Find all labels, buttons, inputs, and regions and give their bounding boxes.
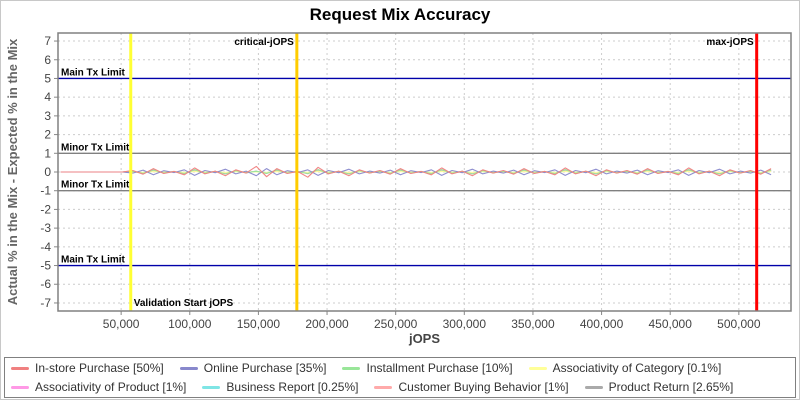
legend-label: Online Purchase [35%] <box>203 361 327 375</box>
legend-label: In-store Purchase [50%] <box>35 361 164 375</box>
series-line <box>60 168 772 177</box>
y-tick-label: -5 <box>40 259 51 273</box>
legend-label: Installment Purchase [10%] <box>366 361 513 375</box>
y-tick-label: -1 <box>40 184 51 198</box>
x-axis-title: jOPS <box>408 331 441 346</box>
marker-line-label: Validation Start jOPS <box>134 298 234 309</box>
y-tick-label: 7 <box>44 34 51 48</box>
x-tick-label: 300,000 <box>443 317 487 331</box>
legend-label: Business Report [0.25%] <box>226 380 359 394</box>
limit-line-label: Main Tx Limit <box>61 255 126 266</box>
legend-label: Associativity of Category [0.1%] <box>552 361 722 375</box>
legend-item: In-store Purchase [50%] <box>11 361 164 375</box>
y-tick-label: -4 <box>40 240 51 254</box>
y-tick-label: -3 <box>40 221 51 235</box>
legend-label: Customer Buying Behavior [1%] <box>398 380 569 394</box>
legend-item: Installment Purchase [10%] <box>342 361 513 375</box>
legend-swatch-icon <box>179 366 198 370</box>
legend-swatch-icon <box>528 366 547 370</box>
legend-label: Product Return [2.65%] <box>608 380 734 394</box>
limit-line-label: Minor Tx Limit <box>61 180 130 191</box>
legend-row: In-store Purchase [50%] Online Purchase [… <box>11 359 789 377</box>
legend-item: Business Report [0.25%] <box>202 380 358 394</box>
legend-item: Product Return [2.65%] <box>584 380 734 394</box>
legend-swatch-icon <box>11 385 29 389</box>
legend-row: Associativity of Product [1%] Business Re… <box>11 378 789 396</box>
y-tick-label: 4 <box>44 90 51 104</box>
y-tick-label: -2 <box>40 202 51 216</box>
legend-item: Associativity of Category [0.1%] <box>528 361 722 375</box>
legend-swatch-icon <box>11 366 29 370</box>
legend-item: Customer Buying Behavior [1%] <box>374 380 569 394</box>
y-tick-label: 6 <box>44 53 51 67</box>
chart-title: Request Mix Accuracy <box>309 5 491 24</box>
x-tick-label: 250,000 <box>374 317 418 331</box>
x-tick-label: 100,000 <box>168 317 212 331</box>
x-tick-label: 450,000 <box>649 317 693 331</box>
marker-line-label: critical-jOPS <box>234 37 294 48</box>
plot-border <box>57 32 792 312</box>
limit-line-label: Minor Tx Limit <box>61 142 130 153</box>
legend-item: Associativity of Product [1%] <box>11 380 186 394</box>
x-tick-label: 200,000 <box>305 317 349 331</box>
series-line <box>60 165 772 178</box>
y-tick-label: 3 <box>44 109 51 123</box>
x-tick-label: 50,000 <box>103 317 140 331</box>
legend-label: Associativity of Product [1%] <box>35 380 187 394</box>
y-tick-label: 2 <box>44 128 51 142</box>
legend-swatch-icon <box>342 366 361 370</box>
y-tick-label: -6 <box>40 277 51 291</box>
y-tick-label: 1 <box>44 146 51 160</box>
legend-swatch-icon <box>584 385 603 389</box>
y-tick-label: 0 <box>44 165 51 179</box>
x-tick-label: 500,000 <box>717 317 761 331</box>
limit-line-label: Main Tx Limit <box>61 67 126 78</box>
y-tick-label: 5 <box>44 71 51 85</box>
x-tick-label: 400,000 <box>580 317 624 331</box>
legend-swatch-icon <box>202 385 221 389</box>
y-tick-label: -7 <box>40 296 51 310</box>
marker-line-label: max-jOPS <box>706 37 754 48</box>
x-tick-label: 350,000 <box>511 317 555 331</box>
legend-swatch-icon <box>374 385 393 389</box>
legend-item: Online Purchase [35%] <box>179 361 327 375</box>
x-tick-label: 150,000 <box>237 317 281 331</box>
legend: In-store Purchase [50%] Online Purchase [… <box>4 357 796 398</box>
